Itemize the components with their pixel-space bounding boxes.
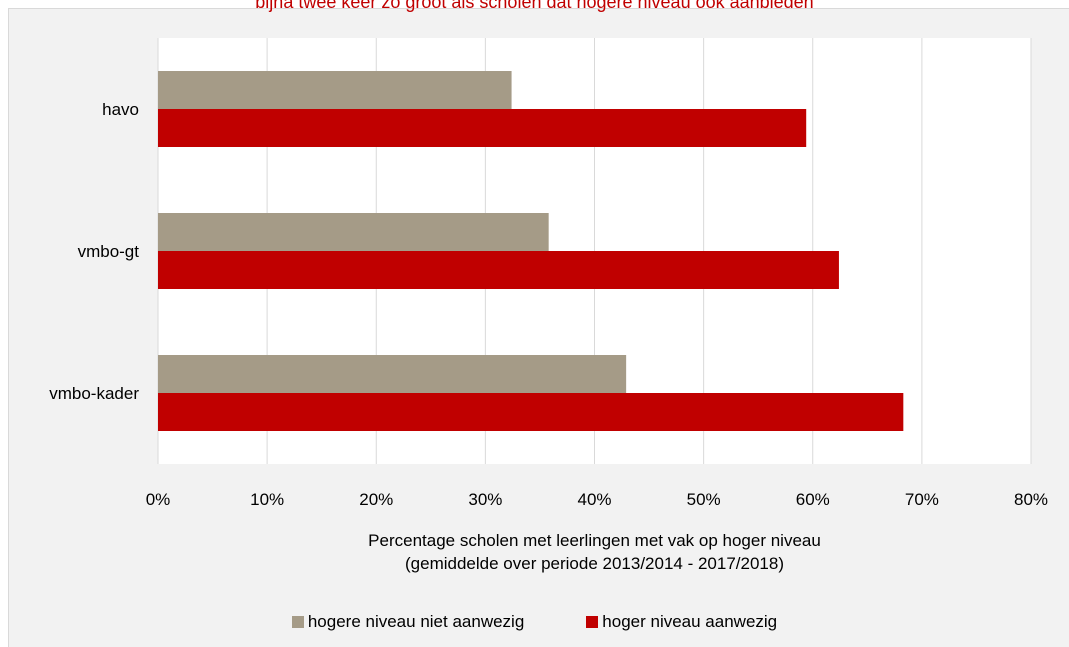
bar-havo-series-2: [158, 109, 807, 147]
bars: [158, 71, 904, 431]
x-tick-label: 0%: [146, 490, 171, 509]
category-label-havo: havo: [102, 100, 139, 119]
bar-vmbo-kader-series-1: [158, 355, 627, 393]
bar-vmbo-gt-series-2: [158, 251, 839, 289]
x-tick-label: 30%: [468, 490, 502, 509]
legend-swatch-series-1: [291, 616, 304, 628]
legend: hogere niveau niet aanwezig hoger niveau…: [0, 612, 1069, 632]
x-tick-label: 80%: [1014, 490, 1048, 509]
x-tick-label: 60%: [796, 490, 830, 509]
category-label-vmbo-gt: vmbo-gt: [78, 242, 140, 261]
x-tick-label: 10%: [250, 490, 284, 509]
bar-vmbo-kader-series-2: [158, 393, 904, 431]
category-labels: havo vmbo-gt vmbo-kader: [49, 100, 139, 403]
x-axis-label-line1: Percentage scholen met leerlingen met va…: [368, 531, 821, 550]
legend-item-series-1: hogere niveau niet aanwezig: [291, 612, 525, 632]
category-label-vmbo-kader: vmbo-kader: [49, 384, 139, 403]
legend-label-series-2: hoger niveau aanwezig: [602, 612, 778, 631]
chart-title: bijna twee keer zo groot als scholen dat…: [255, 0, 814, 12]
x-tick-label: 50%: [687, 490, 721, 509]
x-tick-labels: 0% 10% 20% 30% 40% 50% 60% 70% 80%: [146, 490, 1048, 509]
bar-vmbo-gt-series-1: [158, 213, 549, 251]
x-tick-label: 20%: [359, 490, 393, 509]
legend-swatch-series-2: [586, 616, 599, 628]
x-tick-label: 40%: [577, 490, 611, 509]
x-tick-label: 70%: [905, 490, 939, 509]
legend-label-series-1: hogere niveau niet aanwezig: [307, 612, 525, 631]
legend-item-series-2: hoger niveau aanwezig: [586, 612, 777, 632]
x-axis-label-line2: (gemiddelde over periode 2013/2014 - 201…: [405, 554, 784, 573]
bar-havo-series-1: [158, 71, 512, 109]
